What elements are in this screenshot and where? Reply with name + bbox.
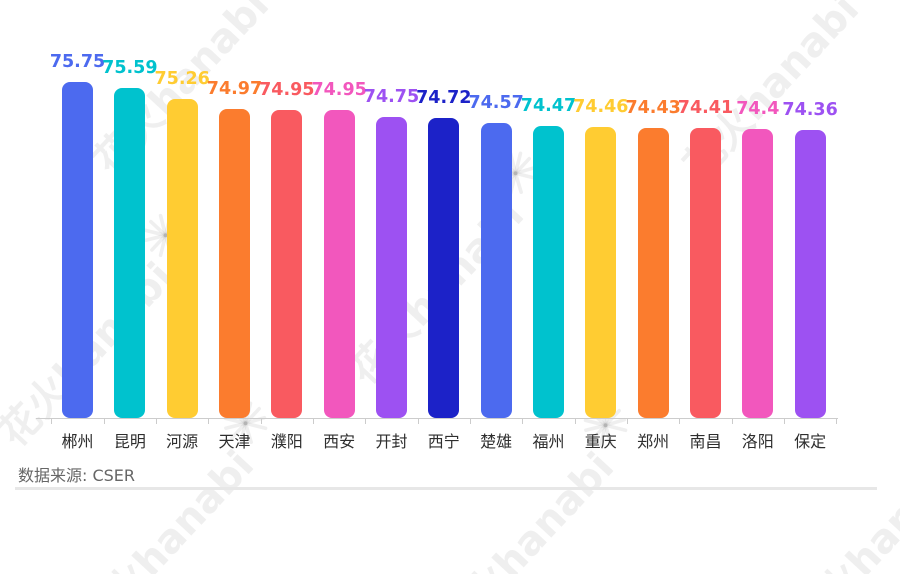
bar xyxy=(480,123,512,418)
bar-value-label: 74.41 xyxy=(677,98,734,118)
bar-value-label: 74.75 xyxy=(363,87,420,107)
bar xyxy=(742,129,774,418)
bar xyxy=(532,126,564,418)
bar xyxy=(218,109,250,418)
bar-value-label: 75.59 xyxy=(102,58,158,78)
bar-value-label: 74.72 xyxy=(416,88,472,108)
x-axis-label: 濮阳 xyxy=(270,432,303,451)
bar xyxy=(375,117,407,418)
bar xyxy=(794,130,826,418)
bar-value-label: 74.97 xyxy=(206,79,263,99)
bar xyxy=(428,118,460,418)
x-axis-label: 福州 xyxy=(532,432,565,451)
x-axis-tick xyxy=(417,419,419,424)
data-source-label: 数据来源: CSER xyxy=(18,466,136,485)
x-axis-label: 洛阳 xyxy=(741,432,774,451)
x-axis-label: 重庆 xyxy=(584,432,617,451)
x-axis-tick xyxy=(103,419,105,424)
bar-value-label: 74.43 xyxy=(625,98,681,118)
x-axis-label: 郑州 xyxy=(637,432,670,451)
x-axis-label: 南昌 xyxy=(689,432,722,451)
x-axis-tick xyxy=(522,419,524,424)
x-axis-label: 楚雄 xyxy=(480,432,513,451)
x-axis-tick xyxy=(469,419,471,424)
bar-value-label: 74.57 xyxy=(468,93,524,113)
x-axis-tick xyxy=(51,419,53,424)
x-axis-label: 河源 xyxy=(166,432,199,451)
bar xyxy=(637,128,669,418)
bar xyxy=(689,128,721,418)
bar xyxy=(166,99,198,418)
bar xyxy=(585,127,617,418)
footer-divider xyxy=(15,487,877,490)
x-axis-tick xyxy=(155,419,157,424)
x-axis-tick xyxy=(626,419,628,424)
bar xyxy=(62,82,93,418)
x-axis-tick xyxy=(731,419,733,424)
x-axis-label: 西安 xyxy=(323,432,356,451)
bar-value-label: 74.46 xyxy=(573,97,629,117)
x-axis-tick xyxy=(783,419,785,424)
x-axis-tick xyxy=(312,419,314,424)
bar xyxy=(271,110,303,418)
x-axis-label: 昆明 xyxy=(113,432,146,451)
x-axis-label: 开封 xyxy=(375,432,408,451)
bar-value-label: 74.36 xyxy=(782,100,838,120)
bar-value-label: 74.95 xyxy=(311,80,367,100)
x-axis-tick xyxy=(574,419,576,424)
x-axis-line xyxy=(36,418,838,419)
bar-value-label: 75.75 xyxy=(49,52,106,72)
bar-value-label: 74.47 xyxy=(520,96,577,116)
x-axis-label: 郴州 xyxy=(61,432,94,451)
bar-value-label: 74.95 xyxy=(259,80,315,100)
x-axis-label: 保定 xyxy=(794,432,827,451)
bar xyxy=(114,88,146,418)
x-axis-label: 天津 xyxy=(218,432,251,451)
x-axis-tick xyxy=(365,419,367,424)
x-axis-tick xyxy=(260,419,262,424)
bar-value-label: 75.26 xyxy=(154,69,210,89)
bar-value-label: 74.4 xyxy=(736,99,780,119)
bar xyxy=(323,110,355,418)
x-axis-label: 西宁 xyxy=(427,432,460,451)
x-axis-tick xyxy=(836,419,838,424)
x-axis-tick xyxy=(679,419,681,424)
x-axis-tick xyxy=(208,419,210,424)
